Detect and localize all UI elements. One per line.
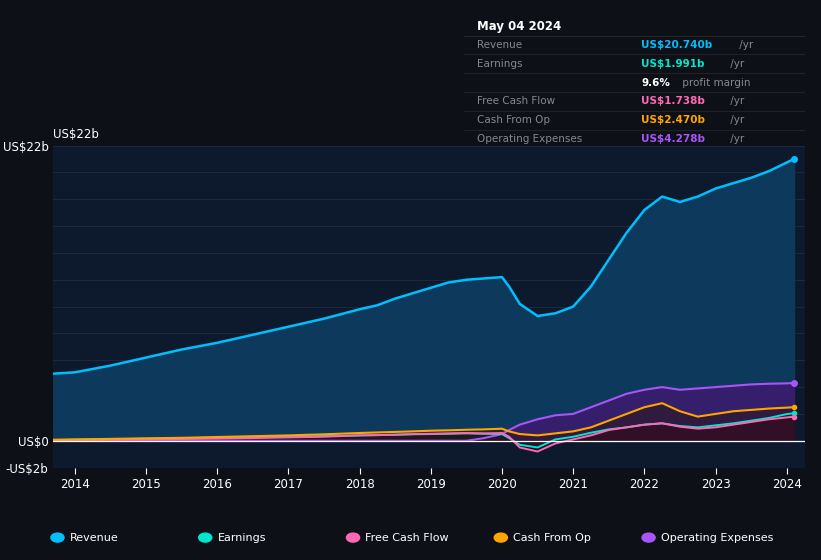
Text: /yr: /yr xyxy=(727,59,744,69)
Text: /yr: /yr xyxy=(727,96,744,106)
Text: Operating Expenses: Operating Expenses xyxy=(661,533,773,543)
Text: /yr: /yr xyxy=(727,134,744,144)
Text: US$20.740b: US$20.740b xyxy=(641,40,713,50)
Text: Earnings: Earnings xyxy=(218,533,266,543)
Text: Operating Expenses: Operating Expenses xyxy=(478,134,583,144)
Text: Cash From Op: Cash From Op xyxy=(513,533,591,543)
Text: /yr: /yr xyxy=(736,40,754,50)
Text: Free Cash Flow: Free Cash Flow xyxy=(365,533,449,543)
Text: US$2.470b: US$2.470b xyxy=(641,115,705,125)
Text: US$1.991b: US$1.991b xyxy=(641,59,704,69)
Text: May 04 2024: May 04 2024 xyxy=(478,20,562,32)
Text: Revenue: Revenue xyxy=(478,40,523,50)
Text: /yr: /yr xyxy=(727,115,744,125)
Text: US$1.738b: US$1.738b xyxy=(641,96,705,106)
Text: US$22b: US$22b xyxy=(53,128,99,141)
Text: Earnings: Earnings xyxy=(478,59,523,69)
Text: Cash From Op: Cash From Op xyxy=(478,115,551,125)
Text: 9.6%: 9.6% xyxy=(641,78,670,87)
Text: profit margin: profit margin xyxy=(679,78,750,87)
Text: Free Cash Flow: Free Cash Flow xyxy=(478,96,556,106)
Text: US$4.278b: US$4.278b xyxy=(641,134,705,144)
Text: Revenue: Revenue xyxy=(70,533,118,543)
